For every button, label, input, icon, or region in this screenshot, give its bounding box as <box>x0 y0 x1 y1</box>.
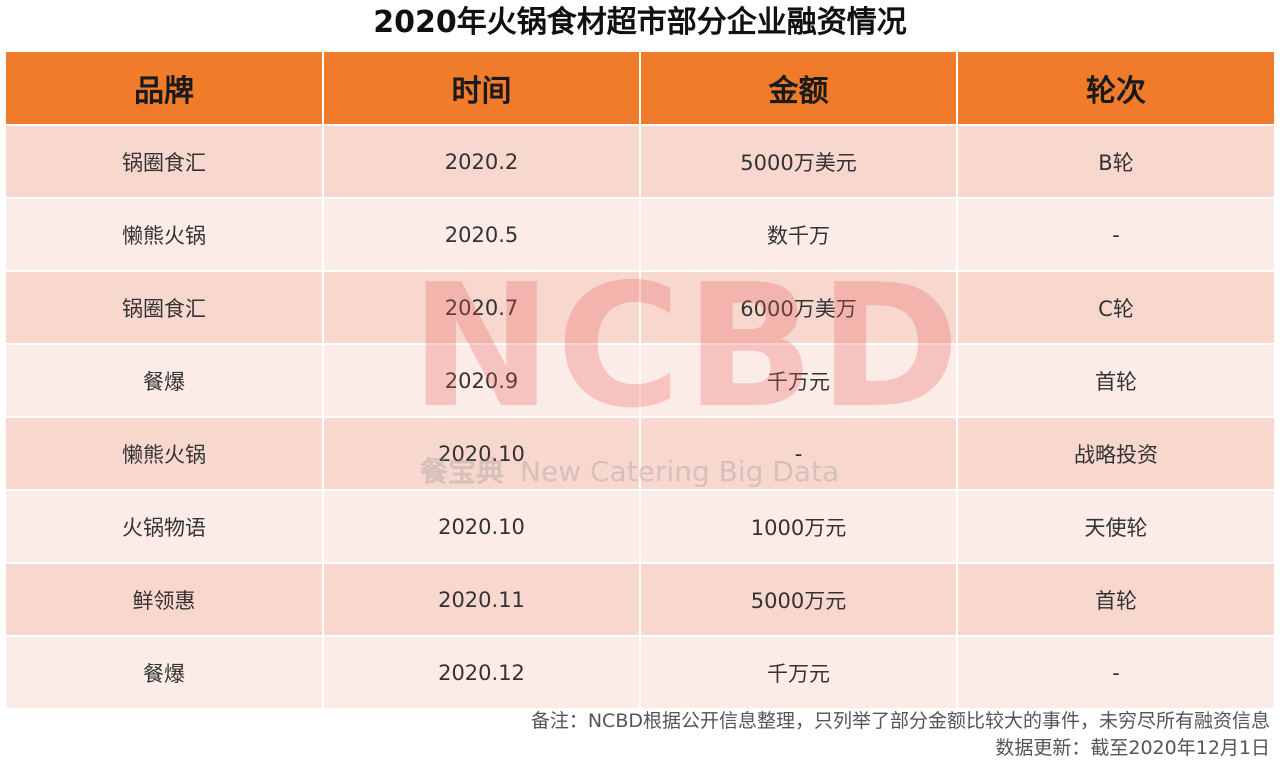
table-row: 鲜领惠 2020.11 5000万元 首轮 <box>6 562 1274 636</box>
cell-brand: 锅圈食汇 <box>6 124 324 198</box>
table-row: 餐爆 2020.9 千万元 首轮 <box>6 343 1274 417</box>
table-row: 锅圈食汇 2020.2 5000万美元 B轮 <box>6 124 1274 198</box>
cell-round: - <box>957 635 1274 708</box>
cell-amount: 6000万美万 <box>640 270 958 344</box>
cell-brand: 餐爆 <box>6 343 324 417</box>
table-row: 锅圈食汇 2020.7 6000万美万 C轮 <box>6 270 1274 344</box>
page-title: 2020年火锅食材超市部分企业融资情况 <box>373 5 907 40</box>
cell-round: B轮 <box>957 124 1274 198</box>
cell-time: 2020.7 <box>323 270 641 344</box>
cell-time: 2020.2 <box>323 124 641 198</box>
cell-brand: 懒熊火锅 <box>6 416 324 490</box>
cell-amount: 5000万美元 <box>640 124 958 198</box>
cell-amount: - <box>640 416 958 490</box>
table-row: 懒熊火锅 2020.5 数千万 - <box>6 197 1274 271</box>
header-time: 时间 <box>323 52 641 125</box>
financing-table: 品牌 时间 金额 轮次 锅圈食汇 2020.2 5000万美元 B轮 懒熊火锅 … <box>6 52 1274 708</box>
table-row: 懒熊火锅 2020.10 - 战略投资 <box>6 416 1274 490</box>
cell-round: 战略投资 <box>957 416 1274 490</box>
table-header-row: 品牌 时间 金额 轮次 <box>6 52 1274 125</box>
header-brand: 品牌 <box>6 52 324 125</box>
cell-time: 2020.12 <box>323 635 641 708</box>
cell-time: 2020.9 <box>323 343 641 417</box>
cell-amount: 1000万元 <box>640 489 958 563</box>
cell-round: 首轮 <box>957 562 1274 636</box>
cell-round: C轮 <box>957 270 1274 344</box>
cell-brand: 餐爆 <box>6 635 324 708</box>
cell-brand: 锅圈食汇 <box>6 270 324 344</box>
cell-amount: 5000万元 <box>640 562 958 636</box>
header-round: 轮次 <box>957 52 1274 125</box>
cell-round: - <box>957 197 1274 271</box>
cell-round: 天使轮 <box>957 489 1274 563</box>
table-row: 火锅物语 2020.10 1000万元 天使轮 <box>6 489 1274 563</box>
cell-amount: 数千万 <box>640 197 958 271</box>
cell-time: 2020.10 <box>323 489 641 563</box>
cell-amount: 千万元 <box>640 343 958 417</box>
cell-amount: 千万元 <box>640 635 958 708</box>
cell-brand: 鲜领惠 <box>6 562 324 636</box>
cell-brand: 懒熊火锅 <box>6 197 324 271</box>
cell-time: 2020.11 <box>323 562 641 636</box>
cell-brand: 火锅物语 <box>6 489 324 563</box>
table-row: 餐爆 2020.12 千万元 - <box>6 635 1274 708</box>
cell-time: 2020.10 <box>323 416 641 490</box>
cell-round: 首轮 <box>957 343 1274 417</box>
header-amount: 金额 <box>640 52 958 125</box>
financing-table-container: 品牌 时间 金额 轮次 锅圈食汇 2020.2 5000万美元 B轮 懒熊火锅 … <box>6 52 1274 708</box>
footnote-update-date: 数据更新：截至2020年12月1日 <box>995 737 1270 759</box>
cell-time: 2020.5 <box>323 197 641 271</box>
footnote-remark: 备注：NCBD根据公开信息整理，只列举了部分金额比较大的事件，未穷尽所有融资信息 <box>530 710 1270 732</box>
